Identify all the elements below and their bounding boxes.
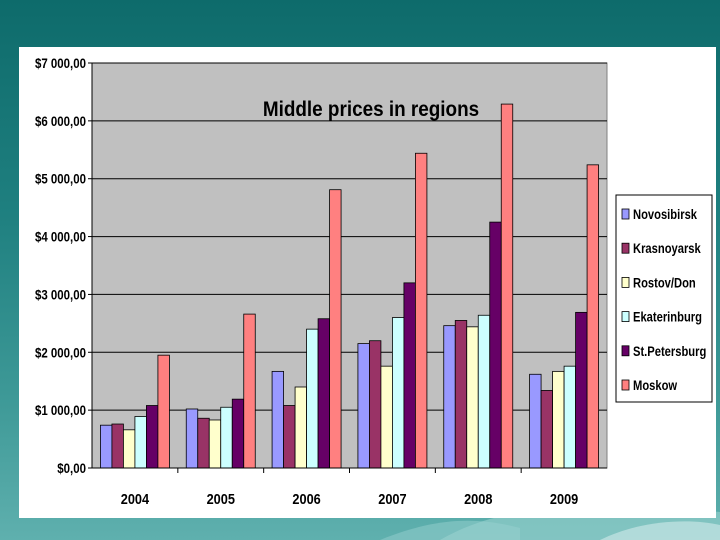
bar-krasnoyarsk-2005 bbox=[197, 417, 210, 469]
bar-chart: $0,00 $1 000,00 $2 000,00 $3 000,00 $4 000,0… bbox=[35, 55, 713, 507]
legend-swatch bbox=[621, 208, 630, 220]
x-tick-label: 2009 bbox=[550, 490, 579, 507]
x-tick-label: 2008 bbox=[464, 490, 493, 507]
bar-rostov-don-2006 bbox=[294, 386, 307, 469]
bar-novosibirsk-2005 bbox=[185, 408, 199, 469]
bar-rostov-don-2005 bbox=[208, 419, 222, 469]
x-tick-label: 2004 bbox=[121, 490, 150, 507]
x-tick-label: 2006 bbox=[292, 490, 321, 507]
legend-label: Rostov/Don bbox=[633, 275, 696, 290]
bar-rostov-don-2004 bbox=[123, 429, 136, 469]
bar-moskow-2009 bbox=[586, 164, 599, 469]
bar-st-petersburg-2008 bbox=[489, 221, 502, 469]
bar-rostov-don-2009 bbox=[552, 370, 565, 469]
bar-ekaterinburg-2009 bbox=[563, 365, 576, 469]
bar-rostov-don-2008 bbox=[466, 326, 479, 469]
x-axis-ticks: 2004 2005 2006 2007 2008 2009 bbox=[121, 468, 579, 507]
bar-ekaterinburg-2007 bbox=[392, 317, 405, 469]
legend-label: Krasnoyarsk bbox=[633, 241, 702, 256]
bar-krasnoyarsk-2009 bbox=[540, 390, 553, 469]
y-tick-label: $6 000,00 bbox=[35, 113, 86, 129]
bar-moskow-2006 bbox=[329, 189, 342, 469]
bar-ekaterinburg-2006 bbox=[306, 328, 319, 469]
bar-moskow-2007 bbox=[415, 152, 428, 469]
bar-novosibirsk-2008 bbox=[443, 325, 456, 469]
bar-rostov-don-2007 bbox=[380, 365, 393, 469]
y-tick-label: $0,00 bbox=[57, 460, 86, 476]
legend-label: Novosibirsk bbox=[633, 207, 698, 222]
bar-krasnoyarsk-2007 bbox=[369, 340, 382, 469]
y-axis-ticks: $0,00 $1 000,00 $2 000,00 $3 000,00 $4 000,0… bbox=[35, 55, 92, 476]
legend-label: Ekaterinburg bbox=[633, 309, 702, 324]
y-tick-label: $4 000,00 bbox=[35, 228, 86, 244]
bar-krasnoyarsk-2008 bbox=[454, 320, 468, 469]
chart-title: Middle prices in regions bbox=[263, 98, 479, 121]
y-tick-label: $1 000,00 bbox=[35, 402, 86, 418]
legend: Novosibirsk Krasnoyarsk Rostov/Don Ekaterin… bbox=[615, 194, 713, 403]
bar-novosibirsk-2006 bbox=[271, 370, 284, 469]
y-tick-label: $2 000,00 bbox=[35, 344, 86, 360]
bar-st-petersburg-2004 bbox=[146, 405, 159, 469]
legend-swatch bbox=[621, 345, 630, 357]
legend-swatch bbox=[621, 276, 630, 288]
legend-swatch bbox=[621, 379, 630, 391]
legend-swatch bbox=[621, 311, 630, 323]
gridlines bbox=[92, 62, 607, 411]
bar-st-petersburg-2007 bbox=[403, 282, 416, 469]
legend-swatch bbox=[621, 242, 630, 254]
chart-frame: $0,00 $1 000,00 $2 000,00 $3 000,00 $4 000,0… bbox=[19, 47, 716, 518]
bar-krasnoyarsk-2004 bbox=[111, 423, 124, 469]
bar-krasnoyarsk-2006 bbox=[283, 405, 296, 469]
bar-st-petersburg-2005 bbox=[231, 398, 245, 469]
plot-area bbox=[91, 62, 608, 469]
bar-novosibirsk-2004 bbox=[100, 424, 113, 469]
bar-ekaterinburg-2008 bbox=[477, 314, 491, 469]
bar-ekaterinburg-2004 bbox=[134, 416, 147, 469]
bar-st-petersburg-2006 bbox=[317, 318, 330, 469]
bar-st-petersburg-2009 bbox=[575, 311, 588, 469]
y-tick-label: $7 000,00 bbox=[35, 55, 86, 71]
legend-label: St.Petersburg bbox=[633, 344, 706, 359]
x-tick-label: 2007 bbox=[378, 490, 407, 507]
legend-label: Moskow bbox=[633, 378, 677, 393]
bar-moskow-2005 bbox=[243, 313, 256, 469]
bar-novosibirsk-2009 bbox=[529, 373, 542, 469]
bar-novosibirsk-2007 bbox=[357, 343, 370, 469]
bars bbox=[100, 103, 599, 469]
y-tick-label: $3 000,00 bbox=[35, 286, 86, 302]
bar-moskow-2004 bbox=[157, 354, 170, 469]
y-tick-label: $5 000,00 bbox=[35, 171, 86, 187]
bar-ekaterinburg-2005 bbox=[220, 406, 233, 469]
x-tick-label: 2005 bbox=[207, 490, 236, 507]
bar-moskow-2008 bbox=[500, 103, 514, 469]
legend-box bbox=[615, 194, 713, 403]
